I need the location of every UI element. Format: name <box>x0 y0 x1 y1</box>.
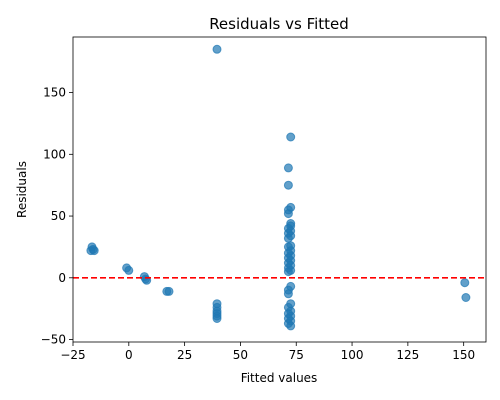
data-point <box>283 209 293 219</box>
data-point <box>212 314 222 323</box>
data-point <box>283 267 293 277</box>
y-tick-label: 0 <box>58 271 66 285</box>
data-point <box>164 286 174 296</box>
data-point <box>461 293 471 302</box>
y-axis-ticks: −50 0 50 100 150 <box>41 86 73 347</box>
data-point <box>89 246 99 256</box>
data-point <box>283 289 293 299</box>
x-tick-label: 100 <box>341 348 364 362</box>
x-tick-label: 125 <box>396 348 419 362</box>
x-axis-label: Fitted values <box>241 371 318 385</box>
data-point <box>212 44 222 54</box>
plot-area-frame <box>72 36 487 343</box>
data-point <box>283 180 293 190</box>
data-point <box>286 321 296 331</box>
x-tick-label: 0 <box>125 348 133 362</box>
data-point <box>283 163 293 173</box>
x-tick-label: 75 <box>289 348 304 362</box>
y-axis-label: Residuals <box>15 161 29 218</box>
y-tick-label: −50 <box>41 333 66 347</box>
data-point <box>460 278 470 288</box>
data-point <box>286 132 296 142</box>
data-point <box>124 265 134 275</box>
data-point <box>283 233 293 243</box>
x-tick-label: 50 <box>233 348 248 362</box>
points-layer <box>86 44 471 331</box>
x-tick-label: 150 <box>452 348 475 362</box>
y-tick-label: 100 <box>43 147 66 161</box>
x-tick-label: −25 <box>60 348 85 362</box>
y-tick-label: 150 <box>43 86 66 100</box>
x-axis-ticks: −25 0 25 50 75 100 125 150 <box>60 342 475 362</box>
chart-title: Residuals vs Fitted <box>209 15 349 33</box>
x-tick-label: 25 <box>177 348 192 362</box>
y-tick-label: 50 <box>51 209 66 223</box>
